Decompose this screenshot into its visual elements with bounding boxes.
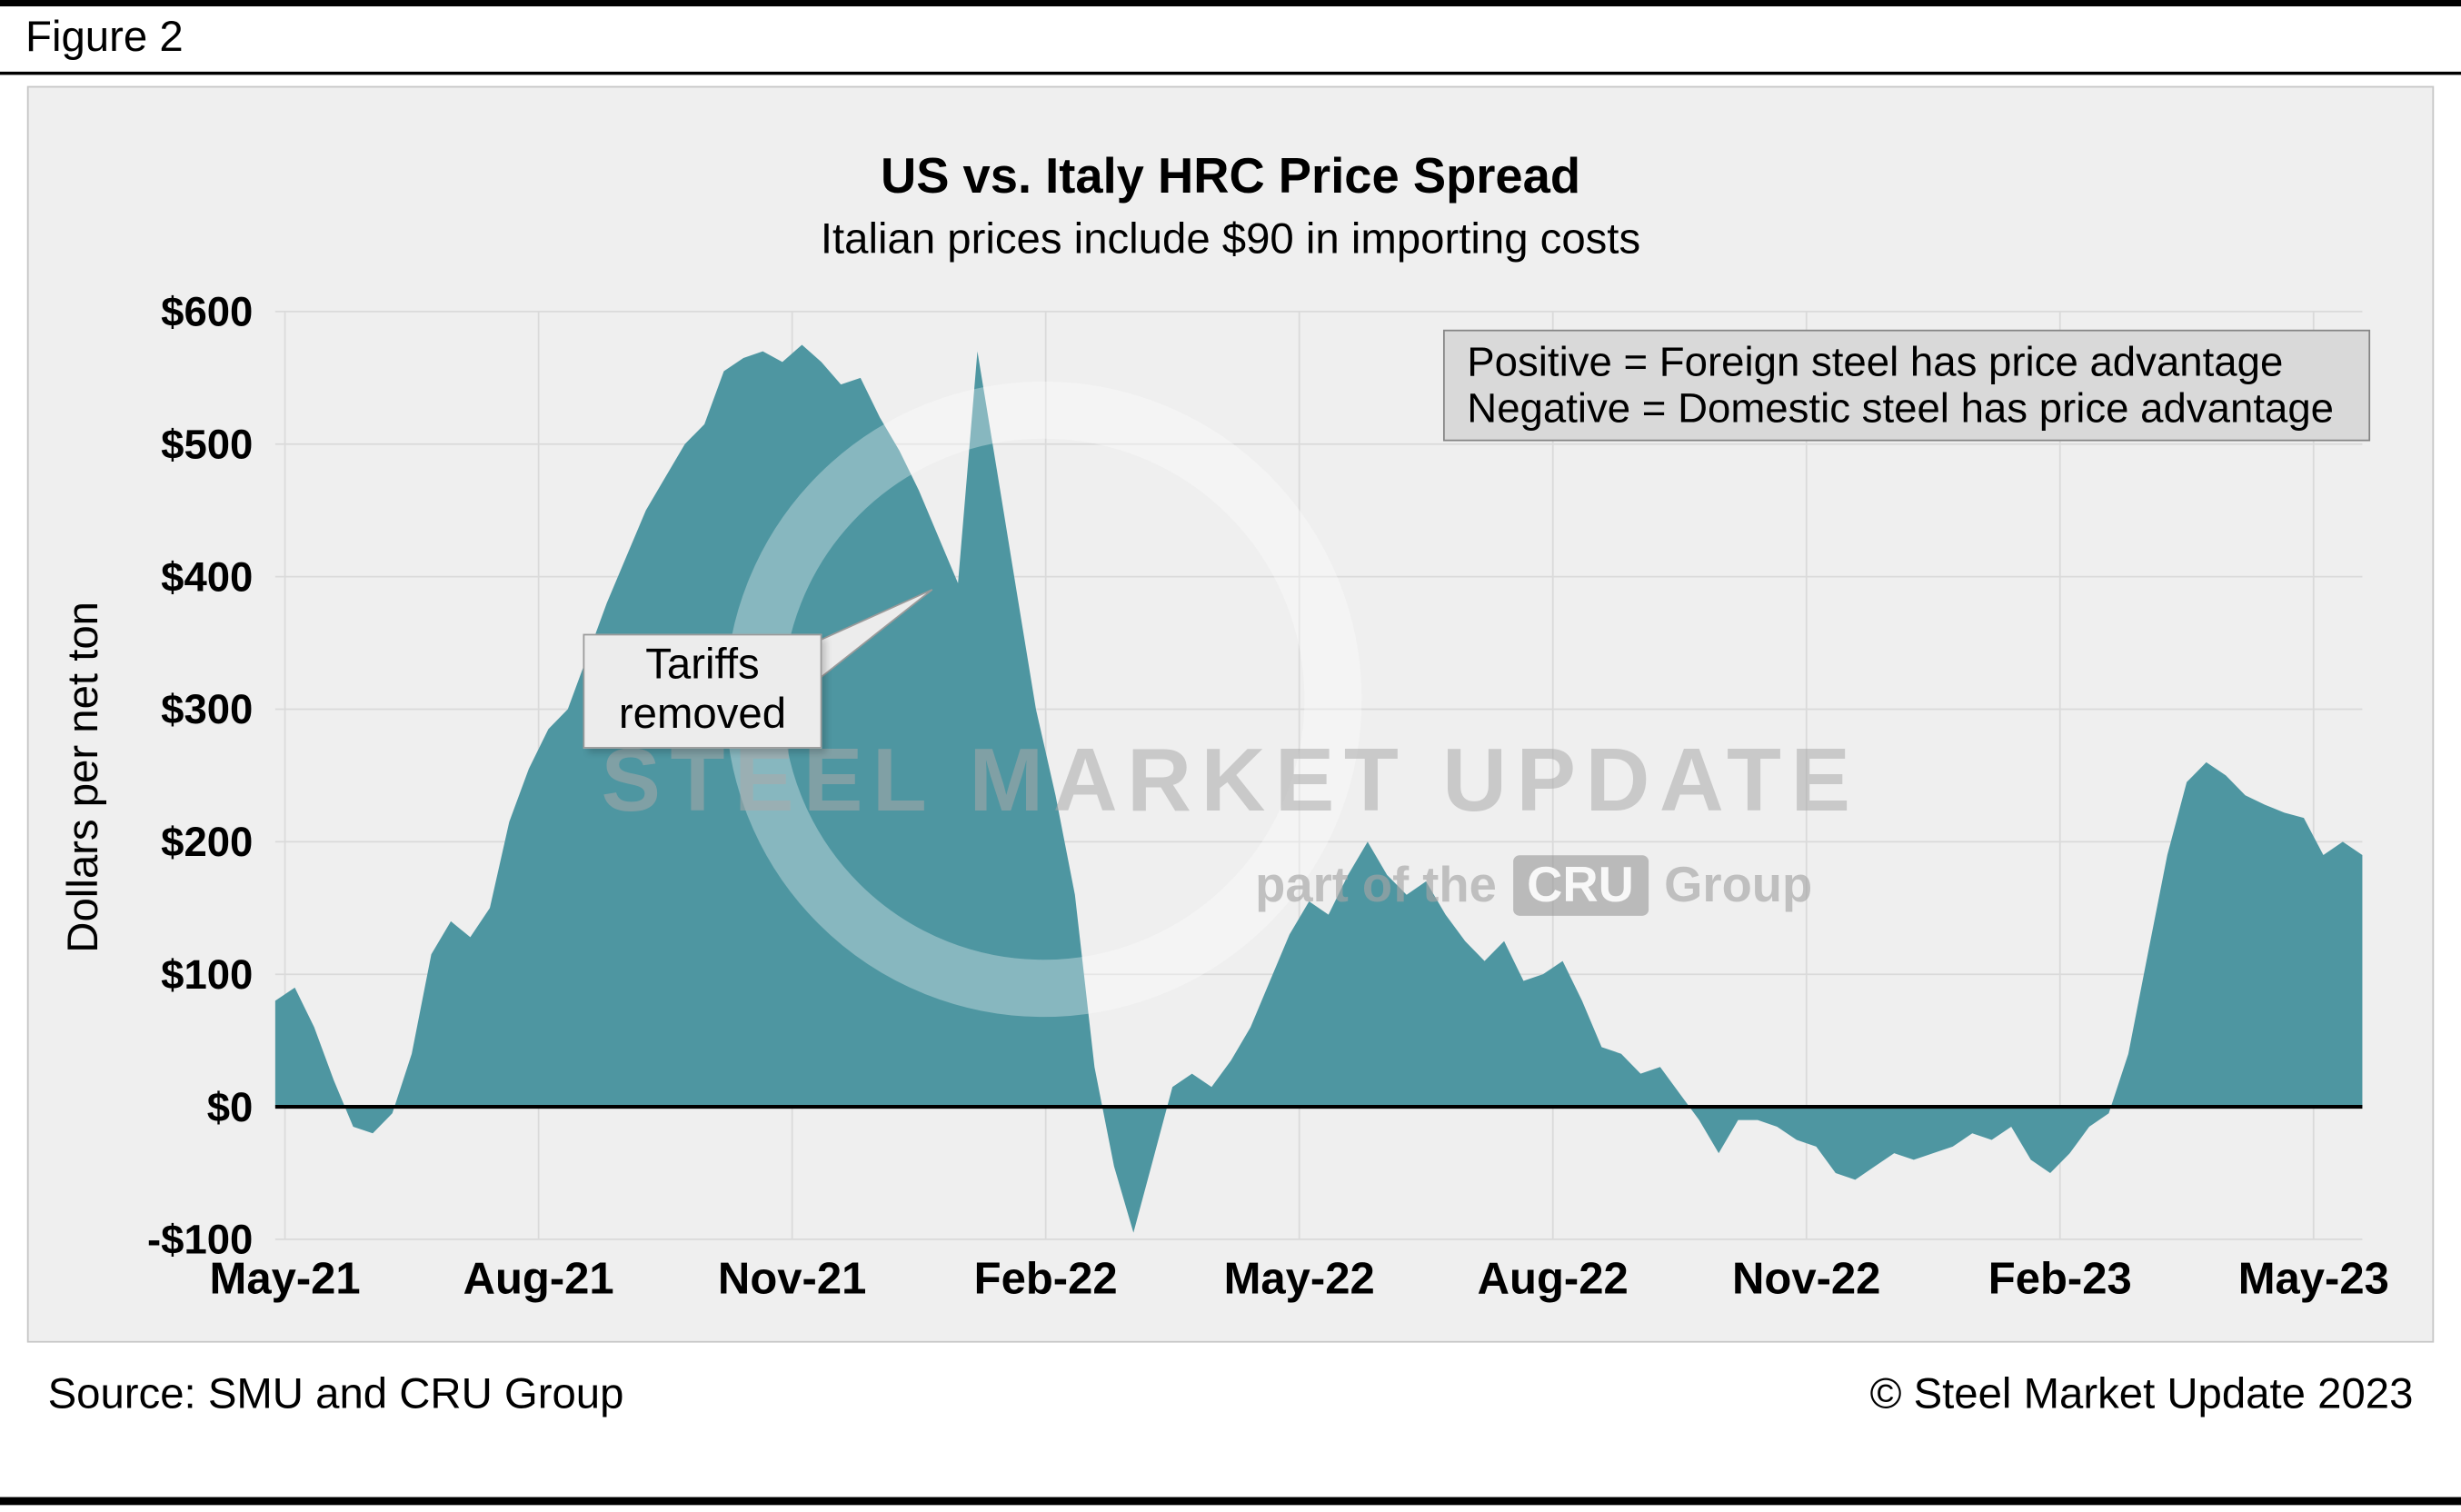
x-tick-label: May-22 (1224, 1254, 1375, 1303)
chart-title: US vs. Italy HRC Price Spread (880, 148, 1581, 204)
x-tick-label: Nov-21 (718, 1254, 866, 1303)
bottom-border (0, 1497, 2461, 1507)
y-tick-label: $400 (161, 553, 253, 600)
source-note: Source: SMU and CRU Group (47, 1369, 624, 1418)
x-tick-label: Aug-21 (463, 1254, 614, 1303)
figure-rule (0, 71, 2461, 75)
y-tick-label: $100 (161, 951, 253, 998)
figure-label: Figure 2 (25, 13, 184, 61)
x-tick-label: May-23 (2238, 1254, 2389, 1303)
copyright-note: © Steel Market Update 2023 (1869, 1369, 2414, 1418)
tariffs-annotation-line2: removed (618, 689, 787, 738)
x-tick-label: Nov-22 (1732, 1254, 1880, 1303)
y-tick-label: $200 (161, 819, 253, 865)
legend-note-box: Positive = Foreign steel has price advan… (1442, 329, 2371, 442)
chart-panel: $600 $500 $400 $300 $200 $100 $0 -$100 May-21 Aug… (26, 85, 2435, 1343)
tariffs-annotation-line1: Tariffs (645, 640, 760, 689)
y-tick-label: $500 (161, 422, 253, 468)
y-tick-label: $0 (207, 1084, 254, 1130)
tariffs-removed-annotation: Tariffs removed (583, 633, 822, 749)
x-tick-label: May-21 (210, 1254, 361, 1303)
legend-line-positive: Positive = Foreign steel has price advan… (1467, 337, 2284, 386)
top-border (0, 0, 2461, 7)
x-tick-label: Feb-23 (1988, 1254, 2132, 1303)
x-tick-label: Aug-22 (1478, 1254, 1629, 1303)
y-tick-label: $600 (161, 289, 253, 335)
y-tick-label: $300 (161, 686, 253, 732)
y-axis-title: Dollars per net ton (58, 601, 107, 953)
x-tick-label: Feb-22 (974, 1254, 1118, 1303)
y-tick-label: -$100 (147, 1217, 253, 1263)
spread-area-series (274, 344, 2363, 1233)
chart-subtitle: Italian prices include $90 in importing … (820, 214, 1641, 264)
legend-line-negative: Negative = Domestic steel has price adva… (1467, 383, 2335, 432)
